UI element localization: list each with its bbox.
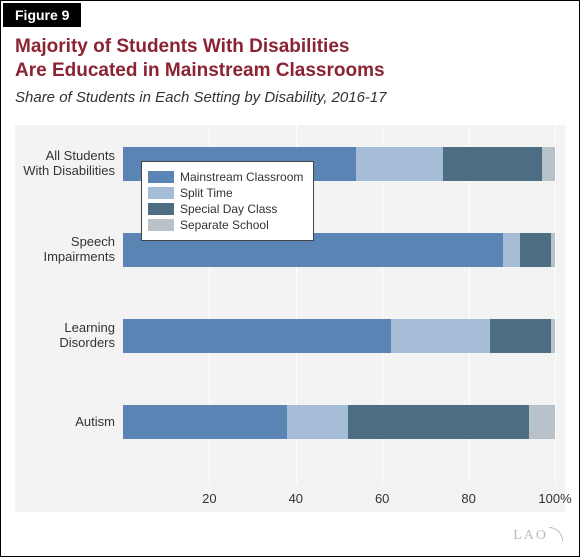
chart-area: Mainstream Classroom Split Time Special Da…: [15, 125, 565, 512]
bar-row: [123, 319, 555, 353]
legend-swatch-icon: [148, 219, 174, 231]
chart-subtitle: Share of Students in Each Setting by Dis…: [15, 89, 565, 106]
bar-segment: [391, 319, 490, 353]
grid-line: [555, 125, 556, 484]
bar-row: [123, 405, 555, 439]
category-label: All StudentsWith Disabilities: [15, 149, 119, 179]
legend-swatch-icon: [148, 187, 174, 199]
x-tick-label: 20: [202, 491, 216, 506]
legend-item: Mainstream Classroom: [148, 170, 303, 184]
title-line-2: Are Educated in Mainstream Classrooms: [15, 60, 385, 81]
legend-swatch-icon: [148, 171, 174, 183]
legend-label: Mainstream Classroom: [180, 170, 303, 184]
x-tick-label: 40: [289, 491, 303, 506]
bar-segment: [551, 233, 555, 267]
bar-segment: [503, 233, 520, 267]
watermark-text: LAO: [513, 528, 548, 543]
x-tick-label: 100%: [538, 491, 571, 506]
title-line-1: Majority of Students With Disabilities: [15, 36, 349, 57]
bar-segment: [443, 147, 542, 181]
legend-label: Separate School: [180, 218, 269, 232]
bar-segment: [287, 405, 347, 439]
bar-segment: [123, 319, 391, 353]
watermark-arc-icon: [549, 527, 563, 541]
figure-number-tag: Figure 9: [3, 3, 81, 27]
bar-segment: [520, 233, 550, 267]
category-label: Autism: [15, 415, 119, 430]
legend-label: Special Day Class: [180, 202, 277, 216]
legend-label: Split Time: [180, 186, 233, 200]
bar-segment: [542, 147, 555, 181]
legend: Mainstream Classroom Split Time Special Da…: [141, 161, 314, 241]
bar-segment: [490, 319, 550, 353]
bar-segment: [123, 405, 287, 439]
figure-inner: Figure 9 Majority of Students With Disab…: [3, 3, 577, 554]
x-tick-label: 80: [461, 491, 475, 506]
title-block: Majority of Students With Disabilities A…: [15, 35, 565, 106]
category-label: LearningDisorders: [15, 321, 119, 351]
chart-title: Majority of Students With Disabilities A…: [15, 35, 565, 83]
figure-container: Figure 9 Majority of Students With Disab…: [0, 0, 580, 557]
bar-segment: [551, 319, 555, 353]
legend-item: Split Time: [148, 186, 303, 200]
bar-segment: [529, 405, 555, 439]
category-label: SpeechImpairments: [15, 235, 119, 265]
bar-segment: [348, 405, 529, 439]
x-tick-label: 60: [375, 491, 389, 506]
legend-swatch-icon: [148, 203, 174, 215]
watermark: LAO: [513, 527, 563, 544]
legend-item: Special Day Class: [148, 202, 303, 216]
bar-segment: [356, 147, 442, 181]
legend-item: Separate School: [148, 218, 303, 232]
